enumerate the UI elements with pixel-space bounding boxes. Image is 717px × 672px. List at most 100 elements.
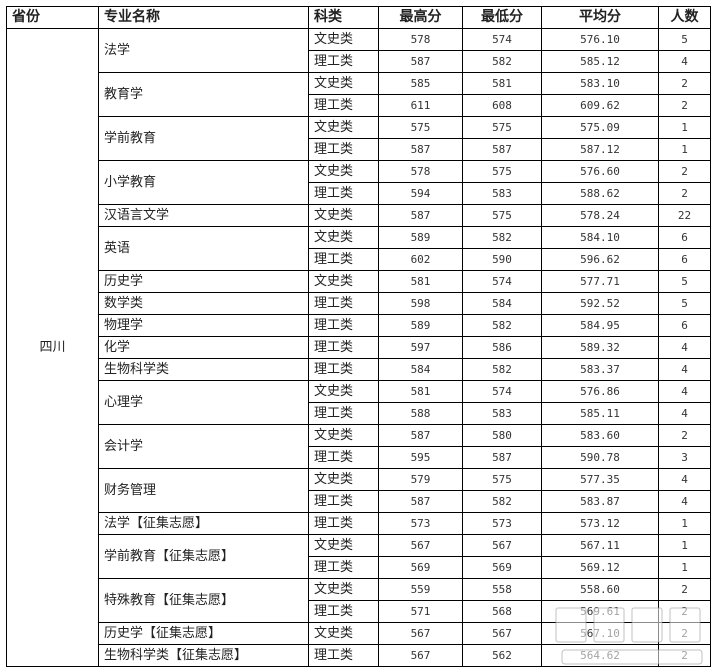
max-score-cell: 579 xyxy=(378,468,463,491)
max-score-cell: 578 xyxy=(378,160,463,183)
avg-score-cell: 590.78 xyxy=(541,446,659,469)
min-score-cell: 575 xyxy=(462,116,542,139)
category-cell: 文史类 xyxy=(308,160,379,183)
count-cell: 1 xyxy=(658,534,711,557)
major-name-cell: 心理学 xyxy=(98,380,309,425)
table-row: 四川 法学 文史类 578 574 576.10 5 xyxy=(6,28,711,667)
table-row: 特殊教育【征集志愿】 文史类 559 558 558.60 2 xyxy=(7,578,711,623)
count-cell: 2 xyxy=(658,424,711,447)
count-cell: 1 xyxy=(658,512,711,535)
min-score-cell: 583 xyxy=(462,402,542,425)
min-score-cell: 587 xyxy=(462,446,542,469)
min-score-cell: 562 xyxy=(462,644,542,667)
min-score-cell: 569 xyxy=(462,556,542,579)
major-name-cell: 历史学 xyxy=(98,270,309,293)
avg-score-cell: 588.62 xyxy=(541,182,659,205)
max-score-cell: 567 xyxy=(378,534,463,557)
min-score-cell: 581 xyxy=(462,72,542,95)
table-row: 汉语言文学 文史类 587 575 578.24 22 xyxy=(7,204,711,227)
avg-score-cell: 609.62 xyxy=(541,94,659,117)
avg-score-cell: 567.11 xyxy=(541,534,659,557)
max-score-cell: 598 xyxy=(378,292,463,315)
max-score-cell: 595 xyxy=(378,446,463,469)
avg-score-cell: 573.12 xyxy=(541,512,659,535)
category-cell: 理工类 xyxy=(308,446,379,469)
min-score-cell: 575 xyxy=(462,204,542,227)
table-row: 理工类 602 590 596.62 6 xyxy=(7,248,711,271)
category-cell: 文史类 xyxy=(308,468,379,491)
major-name-cell: 特殊教育【征集志愿】 xyxy=(98,578,309,623)
max-score-cell: 589 xyxy=(378,314,463,337)
max-score-cell: 559 xyxy=(378,578,463,601)
max-score-cell: 611 xyxy=(378,94,463,117)
category-cell: 理工类 xyxy=(308,336,379,359)
avg-score-cell: 583.87 xyxy=(541,490,659,513)
table-row: 历史学【征集志愿】 文史类 567 567 567.10 2 xyxy=(7,622,711,645)
min-score-cell: 567 xyxy=(462,622,542,645)
min-score-cell: 582 xyxy=(462,314,542,337)
min-score-cell: 582 xyxy=(462,50,542,73)
max-score-cell: 585 xyxy=(378,72,463,95)
header-min-score: 最低分 xyxy=(462,6,542,29)
min-score-cell: 608 xyxy=(462,94,542,117)
major-name-cell: 生物科学类【征集志愿】 xyxy=(98,644,309,667)
category-cell: 文史类 xyxy=(308,28,379,51)
major-name-cell: 汉语言文学 xyxy=(98,204,309,227)
category-cell: 文史类 xyxy=(308,578,379,601)
count-cell: 6 xyxy=(658,314,711,337)
max-score-cell: 587 xyxy=(378,50,463,73)
category-cell: 文史类 xyxy=(308,204,379,227)
table-row: 心理学 文史类 581 574 576.86 4 xyxy=(7,380,711,425)
avg-score-cell: 567.10 xyxy=(541,622,659,645)
avg-score-cell: 577.71 xyxy=(541,270,659,293)
count-cell: 22 xyxy=(658,204,711,227)
count-cell: 4 xyxy=(658,490,711,513)
count-cell: 4 xyxy=(658,358,711,381)
count-cell: 3 xyxy=(658,446,711,469)
admission-scores-table: 省份 专业名称 科类 最高分 最低分 平均分 人数 四川 法学 文史类 578 574 5… xyxy=(6,6,711,667)
major-name-cell: 学前教育【征集志愿】 xyxy=(98,534,309,579)
min-score-cell: 558 xyxy=(462,578,542,601)
count-cell: 1 xyxy=(658,116,711,139)
count-cell: 6 xyxy=(658,226,711,249)
max-score-cell: 602 xyxy=(378,248,463,271)
major-name-cell: 历史学【征集志愿】 xyxy=(98,622,309,645)
count-cell: 5 xyxy=(658,28,711,51)
max-score-cell: 589 xyxy=(378,226,463,249)
min-score-cell: 586 xyxy=(462,336,542,359)
category-cell: 文史类 xyxy=(308,424,379,447)
max-score-cell: 569 xyxy=(378,556,463,579)
min-score-cell: 587 xyxy=(462,138,542,161)
count-cell: 4 xyxy=(658,50,711,73)
table-row: 理工类 588 583 585.11 4 xyxy=(7,402,711,425)
count-cell: 2 xyxy=(658,600,711,623)
category-cell: 理工类 xyxy=(308,600,379,623)
min-score-cell: 583 xyxy=(462,182,542,205)
category-cell: 理工类 xyxy=(308,182,379,205)
avg-score-cell: 585.12 xyxy=(541,50,659,73)
major-name-cell: 数学类 xyxy=(98,292,309,315)
min-score-cell: 590 xyxy=(462,248,542,271)
major-name-cell: 教育学 xyxy=(98,72,309,117)
header-category: 科类 xyxy=(308,6,379,29)
avg-score-cell: 584.10 xyxy=(541,226,659,249)
avg-score-cell: 564.62 xyxy=(541,644,659,667)
category-cell: 理工类 xyxy=(308,292,379,315)
header-avg-score: 平均分 xyxy=(541,6,659,29)
min-score-cell: 584 xyxy=(462,292,542,315)
header-count: 人数 xyxy=(658,6,711,29)
table-row: 教育学 文史类 585 581 583.10 2 xyxy=(7,72,711,117)
min-score-cell: 580 xyxy=(462,424,542,447)
table-row: 化学 理工类 597 586 589.32 4 xyxy=(7,336,711,359)
category-cell: 理工类 xyxy=(308,556,379,579)
max-score-cell: 584 xyxy=(378,358,463,381)
avg-score-cell: 569.12 xyxy=(541,556,659,579)
min-score-cell: 568 xyxy=(462,600,542,623)
avg-score-cell: 596.62 xyxy=(541,248,659,271)
table-row: 学前教育【征集志愿】 文史类 567 567 567.11 1 xyxy=(7,534,711,579)
table-row: 物理学 理工类 589 582 584.95 6 xyxy=(7,314,711,337)
max-score-cell: 587 xyxy=(378,490,463,513)
min-score-cell: 575 xyxy=(462,468,542,491)
category-cell: 理工类 xyxy=(308,512,379,535)
min-score-cell: 573 xyxy=(462,512,542,535)
